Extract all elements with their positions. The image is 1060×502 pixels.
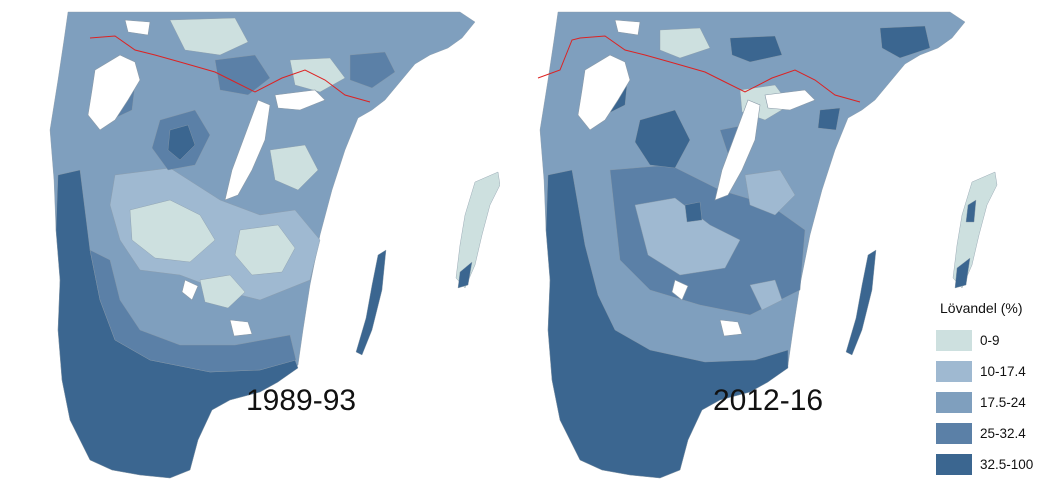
- zone: [634, 109, 691, 169]
- zone: [89, 249, 297, 373]
- legend-swatch-1: [936, 361, 972, 382]
- legend-item-3: 25-32.4: [936, 419, 1056, 448]
- zone: [879, 25, 931, 59]
- zone: [659, 27, 711, 59]
- gotland-island: [952, 171, 998, 289]
- lake: [124, 19, 151, 36]
- legend-swatch-4: [936, 454, 972, 475]
- lake: [614, 19, 641, 36]
- zone: [457, 261, 473, 289]
- legend-swatch-0: [936, 330, 972, 351]
- period-label-2012-16: 2012-16: [713, 384, 824, 417]
- oland-island: [355, 249, 387, 356]
- legend-item-4: 32.5-100: [936, 450, 1056, 479]
- legend-label-1: 10-17.4: [980, 364, 1026, 379]
- legend-title: Lövandel (%): [940, 300, 1023, 316]
- period-label-1989-93: 1989-93: [246, 384, 357, 417]
- legend-label-4: 32.5-100: [980, 457, 1034, 472]
- zone: [817, 107, 841, 131]
- zone: [545, 169, 789, 479]
- lake: [671, 279, 689, 301]
- map-2012-16: [510, 0, 1010, 502]
- lake: [719, 319, 743, 337]
- zone: [634, 197, 741, 276]
- oland-island: [845, 249, 877, 356]
- zone: [269, 144, 319, 191]
- zone: [729, 35, 783, 63]
- legend: Lövandel (%) 0-9 10-17.4 17.5-24 25-32.4…: [936, 300, 1056, 481]
- zone: [965, 199, 977, 223]
- legend-item-2: 17.5-24: [936, 388, 1056, 417]
- lake: [181, 279, 199, 301]
- map-1989-93-svg: [49, 11, 500, 479]
- lake: [714, 99, 761, 201]
- zone: [129, 199, 216, 263]
- zone: [349, 51, 396, 89]
- zone: [214, 54, 271, 96]
- legend-swatch-3: [936, 423, 972, 444]
- zone: [199, 274, 246, 309]
- map-2012-16-svg: [537, 11, 998, 479]
- zone: [684, 201, 703, 223]
- zone: [167, 124, 196, 161]
- zone: [744, 169, 796, 216]
- legend-item-1: 10-17.4: [936, 357, 1056, 386]
- legend-item-0: 0-9: [936, 326, 1056, 355]
- legend-label-0: 0-9: [980, 333, 1000, 348]
- legend-label-3: 25-32.4: [980, 426, 1026, 441]
- map-1989-93: [20, 0, 500, 502]
- lake: [224, 99, 271, 201]
- lake: [577, 54, 631, 131]
- lake: [229, 319, 253, 337]
- gotland-island: [455, 171, 500, 289]
- zone: [234, 224, 296, 276]
- lake: [274, 89, 326, 111]
- county-border: [89, 35, 371, 103]
- lake: [764, 89, 816, 111]
- zone: [169, 17, 249, 56]
- county-border: [537, 35, 861, 103]
- legend-label-2: 17.5-24: [980, 395, 1026, 410]
- legend-swatch-2: [936, 392, 972, 413]
- lake: [87, 54, 141, 131]
- zone: [954, 257, 971, 289]
- zone: [749, 279, 783, 311]
